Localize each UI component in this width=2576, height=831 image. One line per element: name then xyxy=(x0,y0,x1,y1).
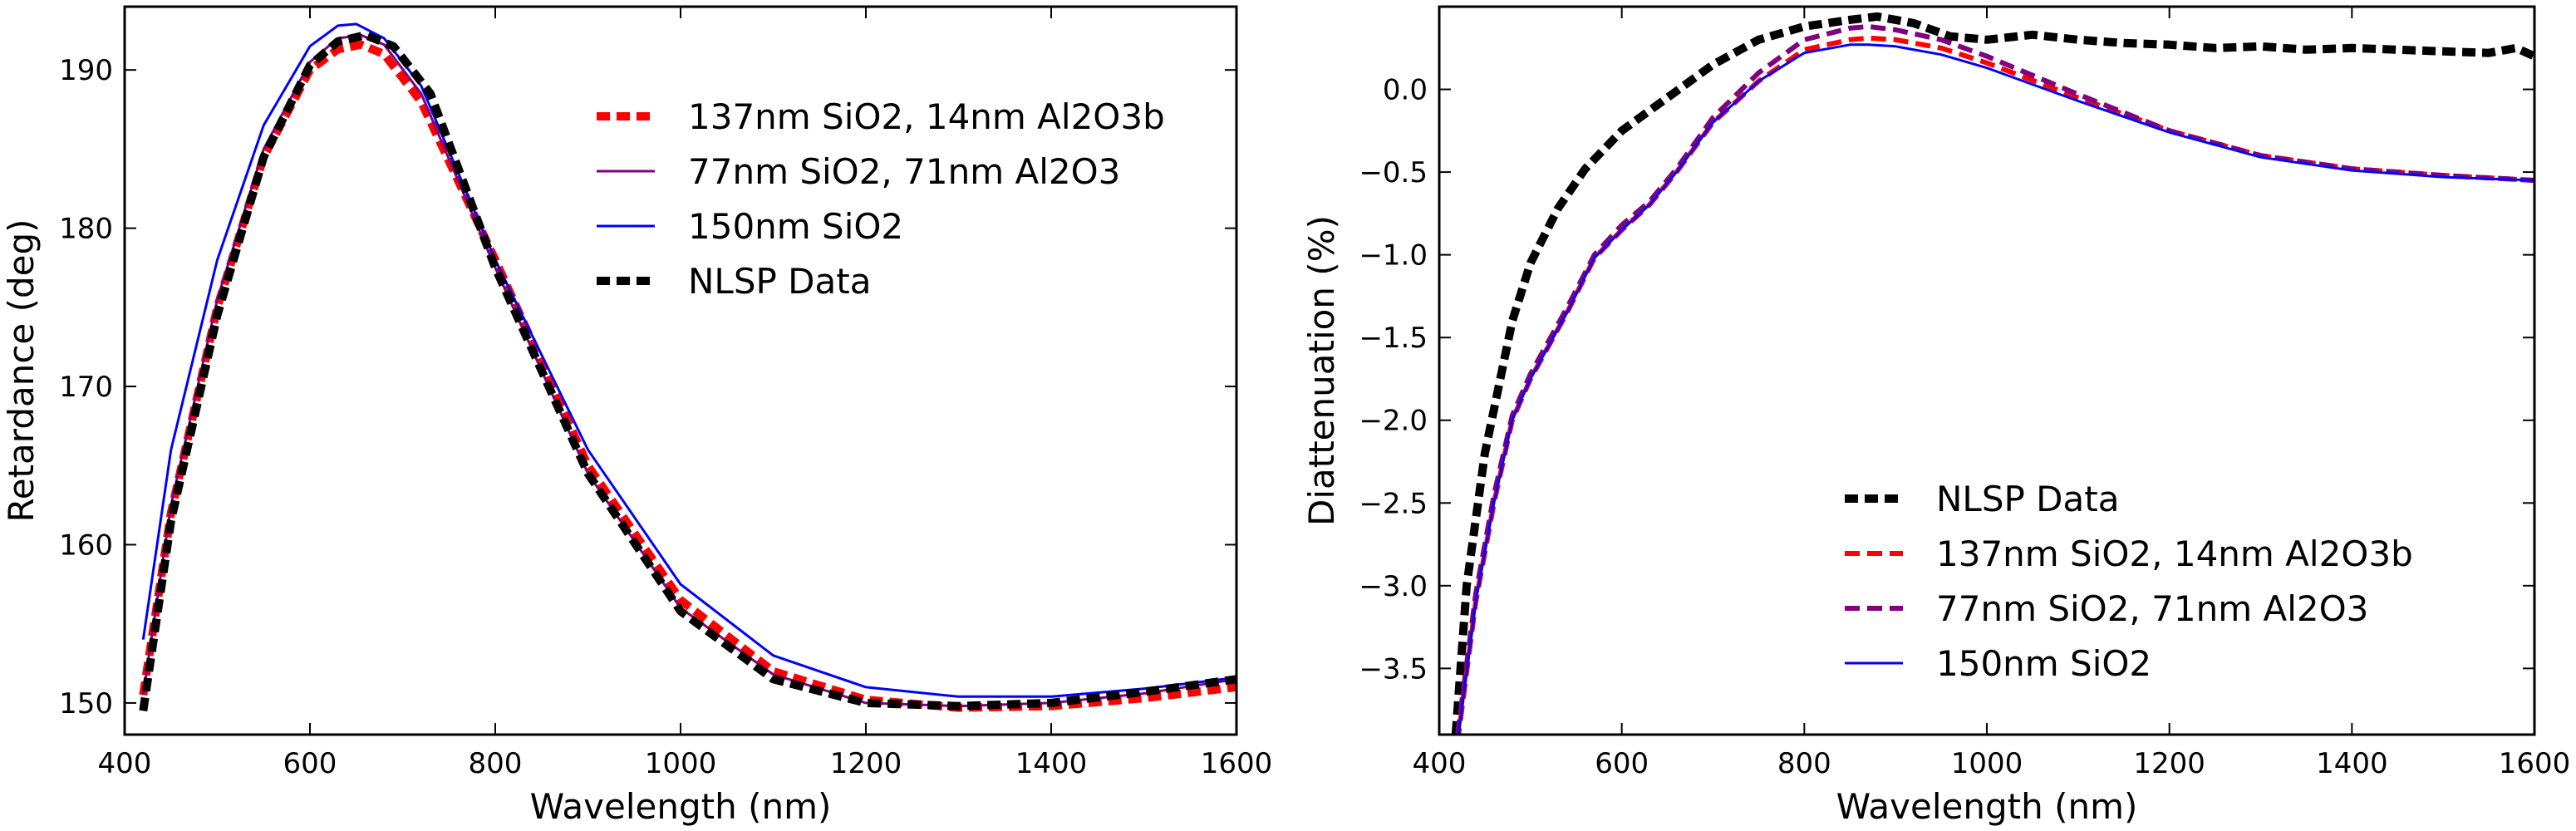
diattenuation-y-tick-label: −3.0 xyxy=(1359,570,1428,603)
diattenuation-y-tick-label: 0.0 xyxy=(1383,74,1428,107)
retardance-x-tick-label: 1400 xyxy=(1015,747,1088,780)
diattenuation-x-tick-label: 1200 xyxy=(2133,747,2205,780)
retardance-series-line-4 xyxy=(139,31,1236,712)
diattenuation-y-tick-label: −2.0 xyxy=(1359,405,1428,438)
diattenuation-y-tick-label: −0.5 xyxy=(1359,156,1428,189)
diattenuation-y-tick-label: −3.5 xyxy=(1359,652,1428,686)
retardance-x-axis-label: Wavelength (nm) xyxy=(530,786,832,827)
retardance-x-tick-label: 400 xyxy=(98,747,152,780)
retardance-x-tick-label: 1600 xyxy=(1201,747,1273,780)
retardance-y-tick-label: 190 xyxy=(59,54,113,87)
diattenuation-series-line-1 xyxy=(1451,12,2534,735)
retardance-y-tick-label: 150 xyxy=(59,687,113,720)
diattenuation-x-tick-label: 1400 xyxy=(2316,747,2388,780)
diattenuation-series-line-3 xyxy=(1455,23,2534,735)
retardance-x-tick-label: 600 xyxy=(283,747,337,780)
diattenuation-chart: 400 600 800 1000 1200 1400 1600 −3.5 −3.0 −2.5 −2.… xyxy=(1301,5,2571,827)
retardance-legend-label-3: 150nm SiO2 xyxy=(688,206,903,247)
diattenuation-x-tick-label: 1000 xyxy=(1951,747,2023,780)
retardance-legend-label-1: 137nm SiO2, 14nm Al2O3b xyxy=(688,96,1165,137)
diattenuation-legend-label-4: 150nm SiO2 xyxy=(1936,643,2151,684)
retardance-y-tick-label: 160 xyxy=(59,529,113,562)
retardance-x-tick-label: 800 xyxy=(469,747,523,780)
retardance-x-tick-label: 1200 xyxy=(830,747,902,780)
diattenuation-y-tick-label: −1.0 xyxy=(1359,239,1428,273)
diattenuation-y-tick-label: −2.5 xyxy=(1359,487,1428,520)
diattenuation-x-axis-label: Wavelength (nm) xyxy=(1836,786,2138,827)
retardance-y-axis-label: Retardance (deg) xyxy=(1,219,42,522)
diattenuation-series-line-4 xyxy=(1457,43,2534,735)
retardance-x-tick-label: 1000 xyxy=(645,747,717,780)
diattenuation-y-axis-label: Diattenuation (%) xyxy=(1301,215,1342,526)
diattenuation-legend-label-1: NLSP Data xyxy=(1936,479,2119,519)
diattenuation-y-tick-label: −1.5 xyxy=(1359,322,1428,355)
retardance-legend-label-2: 77nm SiO2, 71nm Al2O3 xyxy=(688,151,1120,192)
diattenuation-x-tick-label: 800 xyxy=(1777,747,1831,780)
diattenuation-legend-label-3: 77nm SiO2, 71nm Al2O3 xyxy=(1936,588,2368,629)
retardance-y-tick-label: 180 xyxy=(59,213,113,246)
diattenuation-x-tick-label: 600 xyxy=(1595,747,1649,780)
retardance-chart: 400 600 800 1000 1200 1400 1600 150 160 170 180 190… xyxy=(1,5,1273,827)
retardance-y-tick-label: 170 xyxy=(59,371,113,404)
retardance-legend-label-4: NLSP Data xyxy=(688,261,871,302)
diattenuation-x-tick-label: 1600 xyxy=(2499,747,2571,780)
diattenuation-legend-label-2: 137nm SiO2, 14nm Al2O3b xyxy=(1936,534,2413,574)
diattenuation-x-tick-label: 400 xyxy=(1413,747,1467,780)
